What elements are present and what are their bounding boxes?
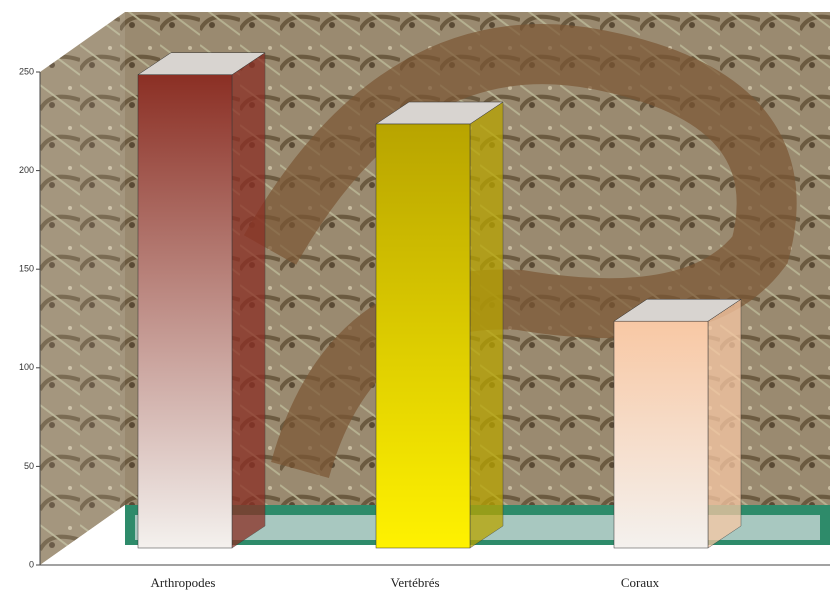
x-tick-label: Coraux xyxy=(621,575,660,590)
bar-side xyxy=(469,101,504,549)
y-tick-label: 200 xyxy=(19,165,34,175)
y-tick-label: 50 xyxy=(24,461,34,471)
x-tick-label: Arthropodes xyxy=(151,575,216,590)
y-tick-label: 250 xyxy=(19,66,34,76)
bar xyxy=(137,74,233,549)
y-tick-label: 0 xyxy=(29,559,34,569)
bar xyxy=(375,123,471,549)
y-tick-label: 150 xyxy=(19,264,34,274)
bar xyxy=(613,320,709,549)
x-tick-label: Vertébrés xyxy=(390,575,439,590)
y-tick-label: 100 xyxy=(19,362,34,372)
bar-side xyxy=(707,298,742,549)
bar-side xyxy=(231,52,266,549)
